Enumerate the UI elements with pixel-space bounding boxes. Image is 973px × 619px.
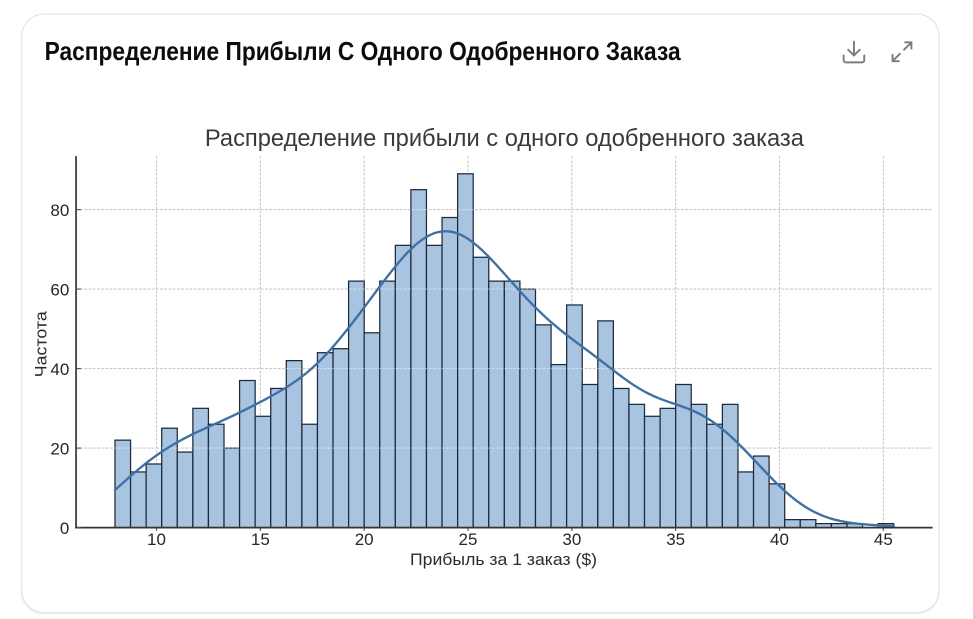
svg-text:10: 10 bbox=[147, 530, 166, 549]
svg-text:60: 60 bbox=[50, 280, 69, 299]
svg-text:20: 20 bbox=[50, 439, 69, 458]
svg-text:Распределение прибыли с одного: Распределение прибыли с одного одобренно… bbox=[205, 125, 805, 152]
svg-text:45: 45 bbox=[874, 530, 893, 549]
svg-text:Частота: Частота bbox=[32, 311, 51, 378]
svg-text:0: 0 bbox=[60, 519, 69, 538]
svg-text:Прибыль за 1 заказ ($): Прибыль за 1 заказ ($) bbox=[410, 550, 597, 569]
svg-text:20: 20 bbox=[355, 530, 374, 549]
svg-text:15: 15 bbox=[251, 530, 270, 549]
svg-text:35: 35 bbox=[666, 530, 685, 549]
svg-text:25: 25 bbox=[459, 530, 478, 549]
svg-text:Распределение Прибыли С Одного: Распределение Прибыли С Одного Одобренно… bbox=[45, 36, 681, 66]
svg-text:40: 40 bbox=[50, 360, 69, 379]
svg-text:40: 40 bbox=[770, 530, 789, 549]
svg-text:30: 30 bbox=[562, 530, 581, 549]
svg-text:80: 80 bbox=[50, 201, 69, 220]
